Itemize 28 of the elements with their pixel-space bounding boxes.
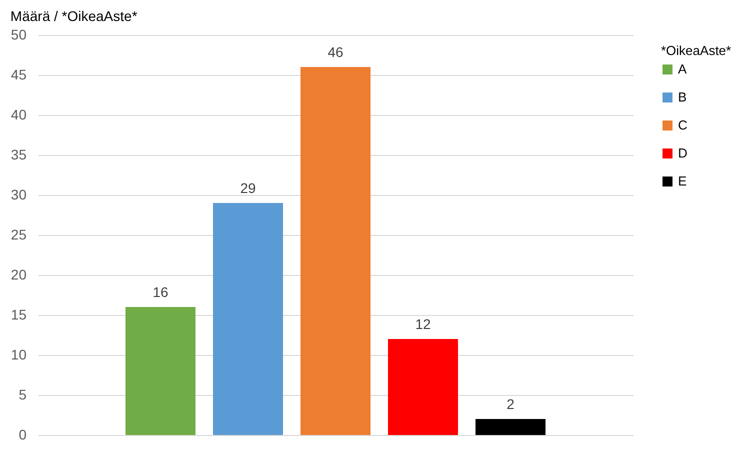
bar xyxy=(126,307,196,435)
data-label: 2 xyxy=(506,396,515,412)
data-label: 29 xyxy=(240,180,256,196)
data-label: 46 xyxy=(328,44,344,60)
y-tick-label: 50 xyxy=(10,26,27,42)
bar xyxy=(388,339,458,435)
legend-title: *OikeaAste* xyxy=(661,43,732,58)
bar xyxy=(476,419,546,435)
legend-label: C xyxy=(678,118,688,132)
y-tick-label: 40 xyxy=(10,106,27,122)
legend-label: B xyxy=(678,90,687,104)
y-tick-label: 15 xyxy=(10,306,27,322)
chart-title: Määrä / *OikeaAste* xyxy=(10,8,138,24)
bar xyxy=(300,67,370,435)
legend-label: A xyxy=(678,62,687,76)
y-tick-label: 20 xyxy=(10,266,27,282)
y-tick-label: 10 xyxy=(10,346,27,362)
y-tick-label: 25 xyxy=(10,226,27,242)
legend-label: E xyxy=(678,174,687,188)
y-tick-label: 35 xyxy=(10,146,27,162)
data-label: 16 xyxy=(152,284,168,300)
bar xyxy=(213,203,283,435)
y-tick-label: 45 xyxy=(10,66,27,82)
y-tick-label: 30 xyxy=(10,186,27,202)
data-label: 12 xyxy=(415,316,431,332)
y-tick-label: 0 xyxy=(18,426,27,442)
y-tick-label: 5 xyxy=(18,386,27,402)
legend-label: D xyxy=(678,146,688,160)
